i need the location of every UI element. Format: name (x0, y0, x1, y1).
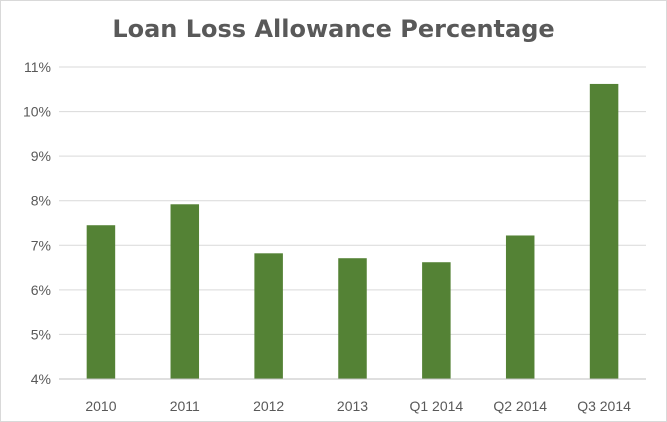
bars (86, 83, 619, 380)
x-tick-label: 2011 (170, 398, 200, 414)
bar (338, 258, 367, 379)
x-tick-label: 2013 (337, 398, 368, 414)
tick-labels: 4% 5% 6% 7% 8% 9% 10% 11% 2010 2011 2012 2013 Q1 201… (23, 59, 631, 414)
y-tick-label: 8% (31, 193, 51, 209)
bar (170, 204, 200, 379)
x-tick-label: Q3 2014 (577, 398, 631, 414)
y-tick-label: 11% (24, 59, 51, 75)
bar (422, 262, 451, 379)
chart-title: Loan Loss Allowance Percentage (112, 15, 555, 43)
bar (254, 253, 283, 379)
y-tick-label: 6% (31, 282, 51, 298)
y-tick-label: 4% (31, 371, 51, 387)
x-tick-label: Q2 2014 (493, 398, 547, 414)
y-tick-label: 9% (31, 148, 51, 164)
y-tick-label: 5% (31, 326, 51, 342)
x-tick-label: 2010 (85, 398, 116, 414)
y-tick-label: 10% (23, 104, 51, 120)
x-tick-label: 2012 (253, 398, 284, 414)
x-tick-label: Q1 2014 (409, 398, 463, 414)
y-tick-label: 7% (31, 237, 51, 253)
bar (589, 83, 619, 380)
bar (505, 235, 535, 379)
bar (86, 225, 116, 379)
